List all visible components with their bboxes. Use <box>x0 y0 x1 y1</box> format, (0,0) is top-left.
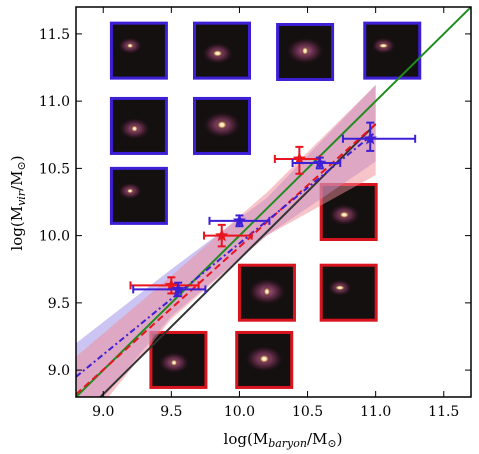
y-tick-label: 11.0 <box>39 94 70 110</box>
x-tick-label: 10.0 <box>224 404 255 420</box>
y-tick-label: 10.5 <box>39 161 70 177</box>
x-tick-label: 11.5 <box>428 404 459 420</box>
galaxy-thumbnail <box>193 21 251 80</box>
star-marker <box>215 228 229 242</box>
data-point <box>291 156 342 170</box>
star-marker <box>363 131 377 145</box>
x-tick-label: 11.0 <box>360 404 391 420</box>
galaxy-core <box>338 210 351 219</box>
galaxy-core <box>211 49 224 58</box>
y-tick-label: 10.0 <box>39 229 70 245</box>
x-tick-label: 10.5 <box>292 404 323 420</box>
galaxy-thumbnail <box>109 96 168 155</box>
galaxy-core <box>216 119 228 130</box>
star-marker <box>171 282 185 296</box>
galaxy-core <box>130 124 139 133</box>
galaxy-core <box>301 45 310 56</box>
galaxy-thumbnail <box>319 263 378 322</box>
y-tick-label: 9.5 <box>48 296 70 312</box>
star-marker <box>232 213 247 227</box>
star-marker <box>313 156 327 169</box>
galaxy-core <box>170 358 179 367</box>
star-marker <box>292 151 307 165</box>
fit-line-solid <box>76 7 471 397</box>
y-axis-label: log(Mvir/M⊙) <box>8 155 28 250</box>
galaxy-thumbnail <box>109 166 168 225</box>
data-point <box>129 276 200 295</box>
galaxy-core <box>377 42 390 49</box>
galaxy-core <box>333 284 346 291</box>
data-point <box>208 213 271 228</box>
plot-area <box>76 7 471 397</box>
x-tick-label: 9.0 <box>92 404 114 420</box>
data-point <box>203 223 253 248</box>
galaxy-thumbnail <box>109 21 168 80</box>
galaxy-core <box>258 353 271 364</box>
galaxy-thumbnail <box>193 96 251 155</box>
plot-frame <box>75 6 472 398</box>
data-point <box>132 281 207 298</box>
y-tick-label: 11.5 <box>39 27 70 43</box>
galaxy-thumbnail <box>149 330 208 389</box>
galaxy-thumbnail <box>235 330 294 389</box>
y-tick-label: 9.0 <box>48 363 70 379</box>
x-tick-label: 9.5 <box>160 404 182 420</box>
galaxy-core <box>126 187 135 194</box>
data-point <box>341 121 417 152</box>
galaxy-thumbnail <box>363 21 422 80</box>
axis-ticks: 9.0 9.5 10.0 10.5 11.0 11.5 9.0 9.5 10.0 10.5 11.0… <box>39 7 471 420</box>
fit-line-dotdash <box>76 131 377 378</box>
star-marker <box>164 278 178 292</box>
galaxy-thumbnail <box>276 22 335 81</box>
x-axis-label: log(Mbaryon/M⊙) <box>224 430 343 450</box>
galaxy-core <box>262 286 271 297</box>
galaxy-thumbnail <box>237 263 296 322</box>
fit-line-dashed <box>76 123 377 396</box>
galaxy-core <box>126 42 135 49</box>
